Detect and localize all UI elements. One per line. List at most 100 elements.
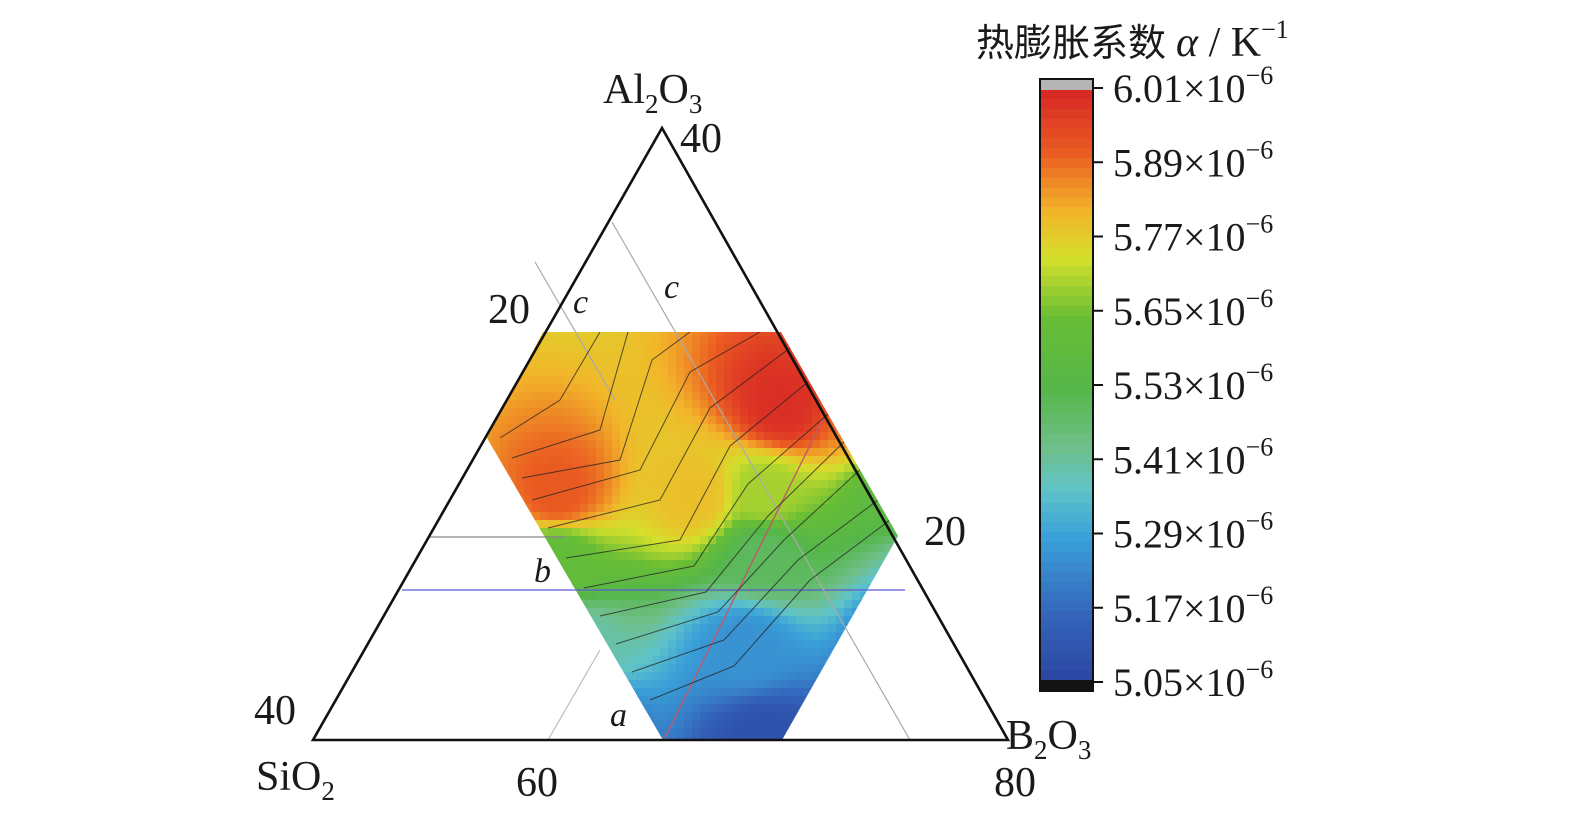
contour-cell xyxy=(644,360,653,369)
contour-cell xyxy=(668,488,677,497)
contour-cell xyxy=(492,552,501,561)
contour-cell xyxy=(748,600,757,609)
contour-cell xyxy=(756,592,765,601)
contour-cell xyxy=(628,488,637,497)
contour-cell xyxy=(588,496,597,505)
contour-cell xyxy=(852,424,861,433)
contour-cell xyxy=(500,616,509,625)
contour-cell xyxy=(684,472,693,481)
contour-cell xyxy=(812,496,821,505)
contour-cell xyxy=(724,736,733,740)
contour-cell xyxy=(660,640,669,649)
contour-cell xyxy=(828,504,837,513)
contour-cell xyxy=(604,656,613,665)
contour-cell xyxy=(492,568,501,577)
contour-cell xyxy=(644,616,653,625)
contour-cell xyxy=(596,624,605,633)
contour-cell xyxy=(652,728,661,737)
contour-cell xyxy=(532,624,541,633)
contour-cell xyxy=(868,616,877,625)
contour-cell xyxy=(692,456,701,465)
contour-cell xyxy=(828,368,837,377)
contour-cell xyxy=(556,528,565,537)
contour-cell xyxy=(764,504,773,513)
contour-cell xyxy=(612,520,621,529)
contour-cell xyxy=(668,480,677,489)
contour-cell xyxy=(487,440,493,449)
contour-cell xyxy=(628,712,637,721)
contour-cell xyxy=(564,648,573,657)
contour-cell xyxy=(740,560,749,569)
contour-cell xyxy=(532,528,541,537)
contour-cell xyxy=(748,480,757,489)
contour-cell xyxy=(644,680,653,689)
contour-cell xyxy=(804,352,813,361)
contour-cell xyxy=(820,504,829,513)
contour-cell xyxy=(668,456,677,465)
contour-cell xyxy=(860,544,869,553)
contour-cell xyxy=(756,392,765,401)
contour-cell xyxy=(548,496,557,505)
contour-cell xyxy=(812,616,821,625)
contour-cell xyxy=(748,608,757,617)
contour-cell xyxy=(876,728,885,737)
contour-cell xyxy=(532,332,541,337)
contour-cell xyxy=(732,480,741,489)
contour-cell xyxy=(804,616,813,625)
contour-cell xyxy=(636,416,645,425)
contour-cell xyxy=(668,392,677,401)
contour-cell xyxy=(580,336,589,345)
contour-cell xyxy=(532,600,541,609)
contour-cell xyxy=(684,720,693,729)
contour-cell xyxy=(556,384,565,393)
contour-cell xyxy=(487,568,493,577)
contour-cell xyxy=(892,512,898,521)
contour-cell xyxy=(804,336,813,345)
contour-cell xyxy=(716,608,725,617)
contour-cell xyxy=(732,360,741,369)
contour-cell xyxy=(487,488,493,497)
contour-cell xyxy=(884,416,893,425)
contour-cell xyxy=(508,648,517,657)
contour-cell xyxy=(812,344,821,353)
contour-cell xyxy=(596,408,605,417)
contour-cell xyxy=(668,512,677,521)
colorbar-band xyxy=(1040,650,1093,661)
contour-cell xyxy=(764,488,773,497)
contour-cell xyxy=(836,680,845,689)
contour-cell xyxy=(500,432,509,441)
contour-cell xyxy=(500,664,509,673)
contour-cell xyxy=(828,672,837,681)
contour-cell xyxy=(740,416,749,425)
contour-cell xyxy=(900,664,909,673)
contour-cell xyxy=(900,440,909,449)
contour-cell xyxy=(564,384,573,393)
colorbar-band xyxy=(1040,197,1093,208)
contour-cell xyxy=(852,432,861,441)
contour-cell xyxy=(740,408,749,417)
contour-cell xyxy=(612,528,621,537)
contour-cell xyxy=(524,464,533,473)
contour-cell xyxy=(756,552,765,561)
contour-cell xyxy=(556,480,565,489)
contour-cell xyxy=(572,480,581,489)
contour-cell xyxy=(868,332,877,337)
contour-cell xyxy=(556,568,565,577)
contour-cell xyxy=(804,408,813,417)
contour-cell xyxy=(804,464,813,473)
contour-cell xyxy=(820,688,829,697)
contour-cell xyxy=(748,416,757,425)
contour-cell xyxy=(500,656,509,665)
contour-cell xyxy=(668,736,677,740)
contour-cell xyxy=(732,512,741,521)
contour-cell xyxy=(772,736,781,740)
contour-cell xyxy=(876,472,885,481)
contour-cell xyxy=(668,520,677,529)
contour-cell xyxy=(796,720,805,729)
contour-cell xyxy=(764,704,773,713)
contour-cell xyxy=(540,352,549,361)
contour-cell xyxy=(620,656,629,665)
contour-cell xyxy=(500,600,509,609)
contour-cell xyxy=(900,432,909,441)
contour-cell xyxy=(788,432,797,441)
